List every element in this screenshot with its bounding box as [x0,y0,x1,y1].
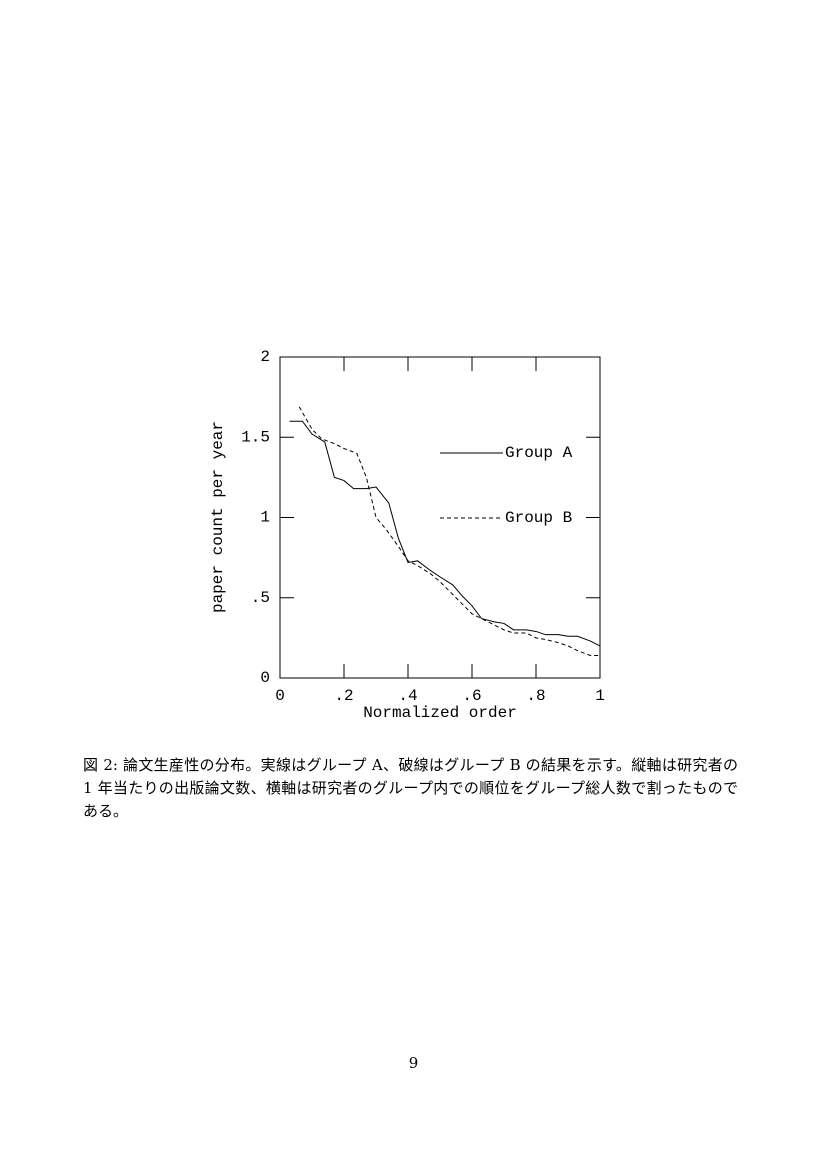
x-axis-label: Normalized order [363,704,517,722]
data-line [289,420,601,647]
page-number: 9 [408,1054,419,1072]
x-tick-label: 0 [275,687,285,705]
y-tick-label: 1 [260,509,270,527]
y-tick-label: .5 [251,589,270,607]
y-tick-label: 0 [260,669,270,687]
figure-caption: 図 2: 論文生産性の分布。実線はグループ A、破線はグループ B の結果を示す… [83,756,738,820]
x-tick-label: 1 [595,687,605,705]
data-line [298,406,600,657]
x-tick-label: .8 [526,687,545,705]
x-tick-label: .6 [462,687,481,705]
legend-label: Group B [505,509,572,527]
y-tick-label: 2 [260,348,270,366]
x-tick-label: .4 [398,687,417,705]
chart: Normalized order paper count per year 0.… [209,348,605,722]
x-tick-label: .2 [334,687,353,705]
legend-label: Group A [505,444,573,462]
y-axis-label: paper count per year [209,421,227,613]
y-tick-label: 1.5 [241,428,270,446]
